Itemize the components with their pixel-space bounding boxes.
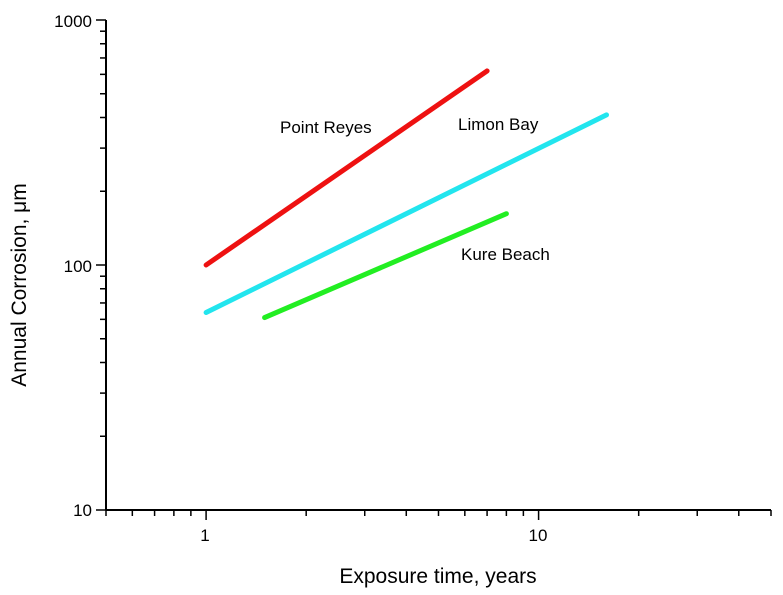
x-axis-title: Exposure time, years [339,565,536,588]
x-tick-label-10: 10 [529,526,548,545]
series-lines [203,68,609,321]
axis-ticks [96,19,772,520]
y-tick-label-10: 10 [73,501,92,520]
series-label-kure-beach: Kure Beach [461,245,550,264]
y-tick-label-1000: 1000 [54,12,92,31]
x-tick-label-1: 1 [200,526,209,545]
series-label-limon-bay: Limon Bay [458,115,539,134]
series-line-limon-bay [203,112,609,315]
y-tick-label-100: 100 [64,257,92,276]
series-line-point-reyes [203,68,490,268]
series-label-point-reyes: Point Reyes [280,118,372,137]
y-axis-title: Annual Corrosion, μm [8,183,31,387]
series-line-kure-beach [262,211,509,321]
